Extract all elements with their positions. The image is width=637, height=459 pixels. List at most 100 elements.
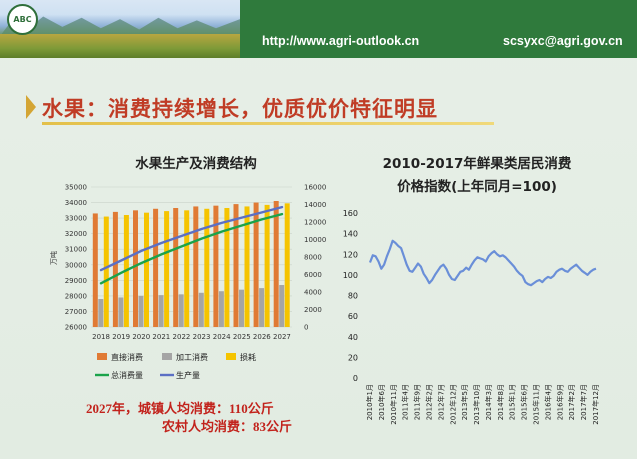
chart1-bar-process xyxy=(239,289,244,327)
chart1-left-tick-label: 26000 xyxy=(65,324,87,332)
chart1-bar-loss xyxy=(224,208,230,327)
chart1-left-tick-label: 33000 xyxy=(65,215,87,223)
banner-fields xyxy=(0,34,240,58)
chart2-x-tick-label: 2017年2月 xyxy=(567,384,576,420)
chart1-bar-direct xyxy=(253,202,259,327)
chart1-left-tick-label: 34000 xyxy=(65,199,87,207)
chart1-right-tick-label: 12000 xyxy=(304,219,326,227)
chart2-x-tick-label: 2011年4月 xyxy=(401,384,410,420)
chart1-right-tick-label: 2000 xyxy=(304,306,322,314)
chart1-title: 水果生产及消费结构 xyxy=(135,156,257,172)
chart2-x-tick-label: 2011年9月 xyxy=(413,384,422,420)
chart1-bar-loss xyxy=(164,211,170,327)
chart1-bar-direct xyxy=(213,205,219,327)
chart2-x-tick-label: 2015年11月 xyxy=(532,384,541,425)
chart2-x-tick-label: 2016年4月 xyxy=(543,384,552,420)
chart1-bar-process xyxy=(198,292,204,327)
chart1-legend-label: 生产量 xyxy=(176,370,200,380)
chart2-y-tick-label: 160 xyxy=(343,209,358,218)
chart1-legend-label: 加工消费 xyxy=(176,352,208,362)
chart2-y-tick-label: 20 xyxy=(348,353,358,362)
chart1-bar-direct xyxy=(193,206,199,327)
chart2-x-tick-label: 2015年1月 xyxy=(508,384,517,420)
chart1-x-tick-label: 2020 xyxy=(132,333,150,341)
chart1-bar-loss xyxy=(264,204,270,327)
title-underline xyxy=(42,122,494,125)
note-rural: 农村人均消费：83公斤 xyxy=(162,419,293,434)
chart2-x-tick-label: 2013年5月 xyxy=(460,384,469,420)
header-email[interactable]: scsyxc@agri.gov.cn xyxy=(503,34,623,48)
logo-text: ABC xyxy=(13,15,32,24)
chart1-x-tick-label: 2023 xyxy=(193,333,211,341)
note-urban: 2027年，城镇人均消费：110公斤 xyxy=(86,401,274,416)
slide-title: 水果：消费持续增长，优质优价特征明显 xyxy=(42,97,438,121)
chart2-y-tick-label: 0 xyxy=(353,374,358,383)
chart2-x-tick-label: 2013年10月 xyxy=(472,384,481,425)
chart1-x-tick-label: 2025 xyxy=(233,333,251,341)
chart1-bar-process xyxy=(218,291,224,327)
chart1-right-tick-label: 16000 xyxy=(304,184,326,192)
chart2-y-tick-label: 60 xyxy=(348,312,358,321)
chart2-x-tick-label: 2012年7月 xyxy=(436,384,445,420)
chart2-title-line2: 价格指数(上年同月=100) xyxy=(397,179,557,195)
chart1-bar-process xyxy=(98,299,104,327)
chart1-bar-loss xyxy=(204,208,210,327)
chart1-right-tick-label: 14000 xyxy=(304,201,326,209)
chart2-x-tick-label: 2017年7月 xyxy=(579,384,588,420)
chart1-line-production xyxy=(99,205,284,272)
chart1-left-tick-label: 30000 xyxy=(65,261,87,269)
abc-logo: ABC xyxy=(7,4,38,35)
chart1-right-tick-label: 4000 xyxy=(304,289,322,297)
chart2-x-tick-label: 2014年8月 xyxy=(496,384,505,420)
chart1-left-tick-label: 32000 xyxy=(65,230,87,238)
chart1-bar-direct xyxy=(153,208,159,327)
chart1-bar-process xyxy=(118,297,124,327)
chart1-left-tick-label: 27000 xyxy=(65,308,87,316)
chart2-x-tick-label: 2017年12月 xyxy=(591,384,600,425)
chart1-legend-label: 损耗 xyxy=(240,352,256,362)
chart1-bar-process xyxy=(158,295,164,327)
chart1-legend-label: 总消费量 xyxy=(111,370,143,380)
chart2-x-tick-label: 2010年6月 xyxy=(377,384,386,420)
chart1-right-tick-label: 6000 xyxy=(304,271,322,279)
chart2-x-tick-label: 2015年6月 xyxy=(520,384,529,420)
title-marker-icon xyxy=(26,95,36,119)
chart2-x-tick-label: 2010年1月 xyxy=(365,384,374,420)
chart1-bar-loss xyxy=(103,216,109,327)
chart1-x-tick-label: 2019 xyxy=(112,333,130,341)
chart1-bar-direct xyxy=(92,213,98,327)
chart1-bar-direct xyxy=(233,204,239,327)
chart1-bar-process xyxy=(279,285,285,327)
chart2-y-tick-label: 140 xyxy=(343,230,358,239)
chart1-y-axis-label: 万吨 xyxy=(49,251,58,265)
chart1-bar-loss xyxy=(284,203,290,327)
chart2-y-tick-label: 120 xyxy=(343,250,358,259)
chart1-x-tick-label: 2027 xyxy=(273,333,291,341)
chart1-left-tick-label: 28000 xyxy=(65,292,87,300)
chart2-price-line xyxy=(368,239,597,287)
chart1-bar-direct xyxy=(112,211,118,327)
chart1-bar-loss xyxy=(244,206,250,327)
header-bar: ABC http://www.agri-outlook.cn scsyxc@ag… xyxy=(0,0,637,58)
chart2-x-tick-label: 2012年2月 xyxy=(424,384,433,420)
chart1-bar-direct xyxy=(133,210,138,327)
chart1-legend-swatch xyxy=(97,353,107,360)
chart1-bar-loss xyxy=(144,212,149,327)
chart2-x-tick-label: 2014年3月 xyxy=(484,384,493,420)
chart1-x-tick-label: 2026 xyxy=(253,333,271,341)
header-url[interactable]: http://www.agri-outlook.cn xyxy=(262,34,420,48)
chart1-left-tick-label: 35000 xyxy=(65,184,87,192)
chart2-title-line1: 2010-2017年鲜果类居民消费 xyxy=(382,156,572,172)
chart1-right-tick-label: 0 xyxy=(304,324,308,332)
chart2-x-tick-label: 2016年9月 xyxy=(555,384,564,420)
chart2-y-tick-label: 80 xyxy=(348,292,358,301)
chart1-bar-process xyxy=(178,294,184,327)
chart1-legend-label: 直接消费 xyxy=(111,352,143,362)
chart1-legend-swatch xyxy=(226,353,236,360)
chart1-left-tick-label: 29000 xyxy=(65,277,87,285)
chart1-right-tick-label: 8000 xyxy=(304,254,322,262)
chart2-x-tick-label: 2012年12月 xyxy=(448,384,457,425)
chart1-x-tick-label: 2018 xyxy=(92,333,110,341)
chart1-x-tick-label: 2024 xyxy=(213,333,231,341)
